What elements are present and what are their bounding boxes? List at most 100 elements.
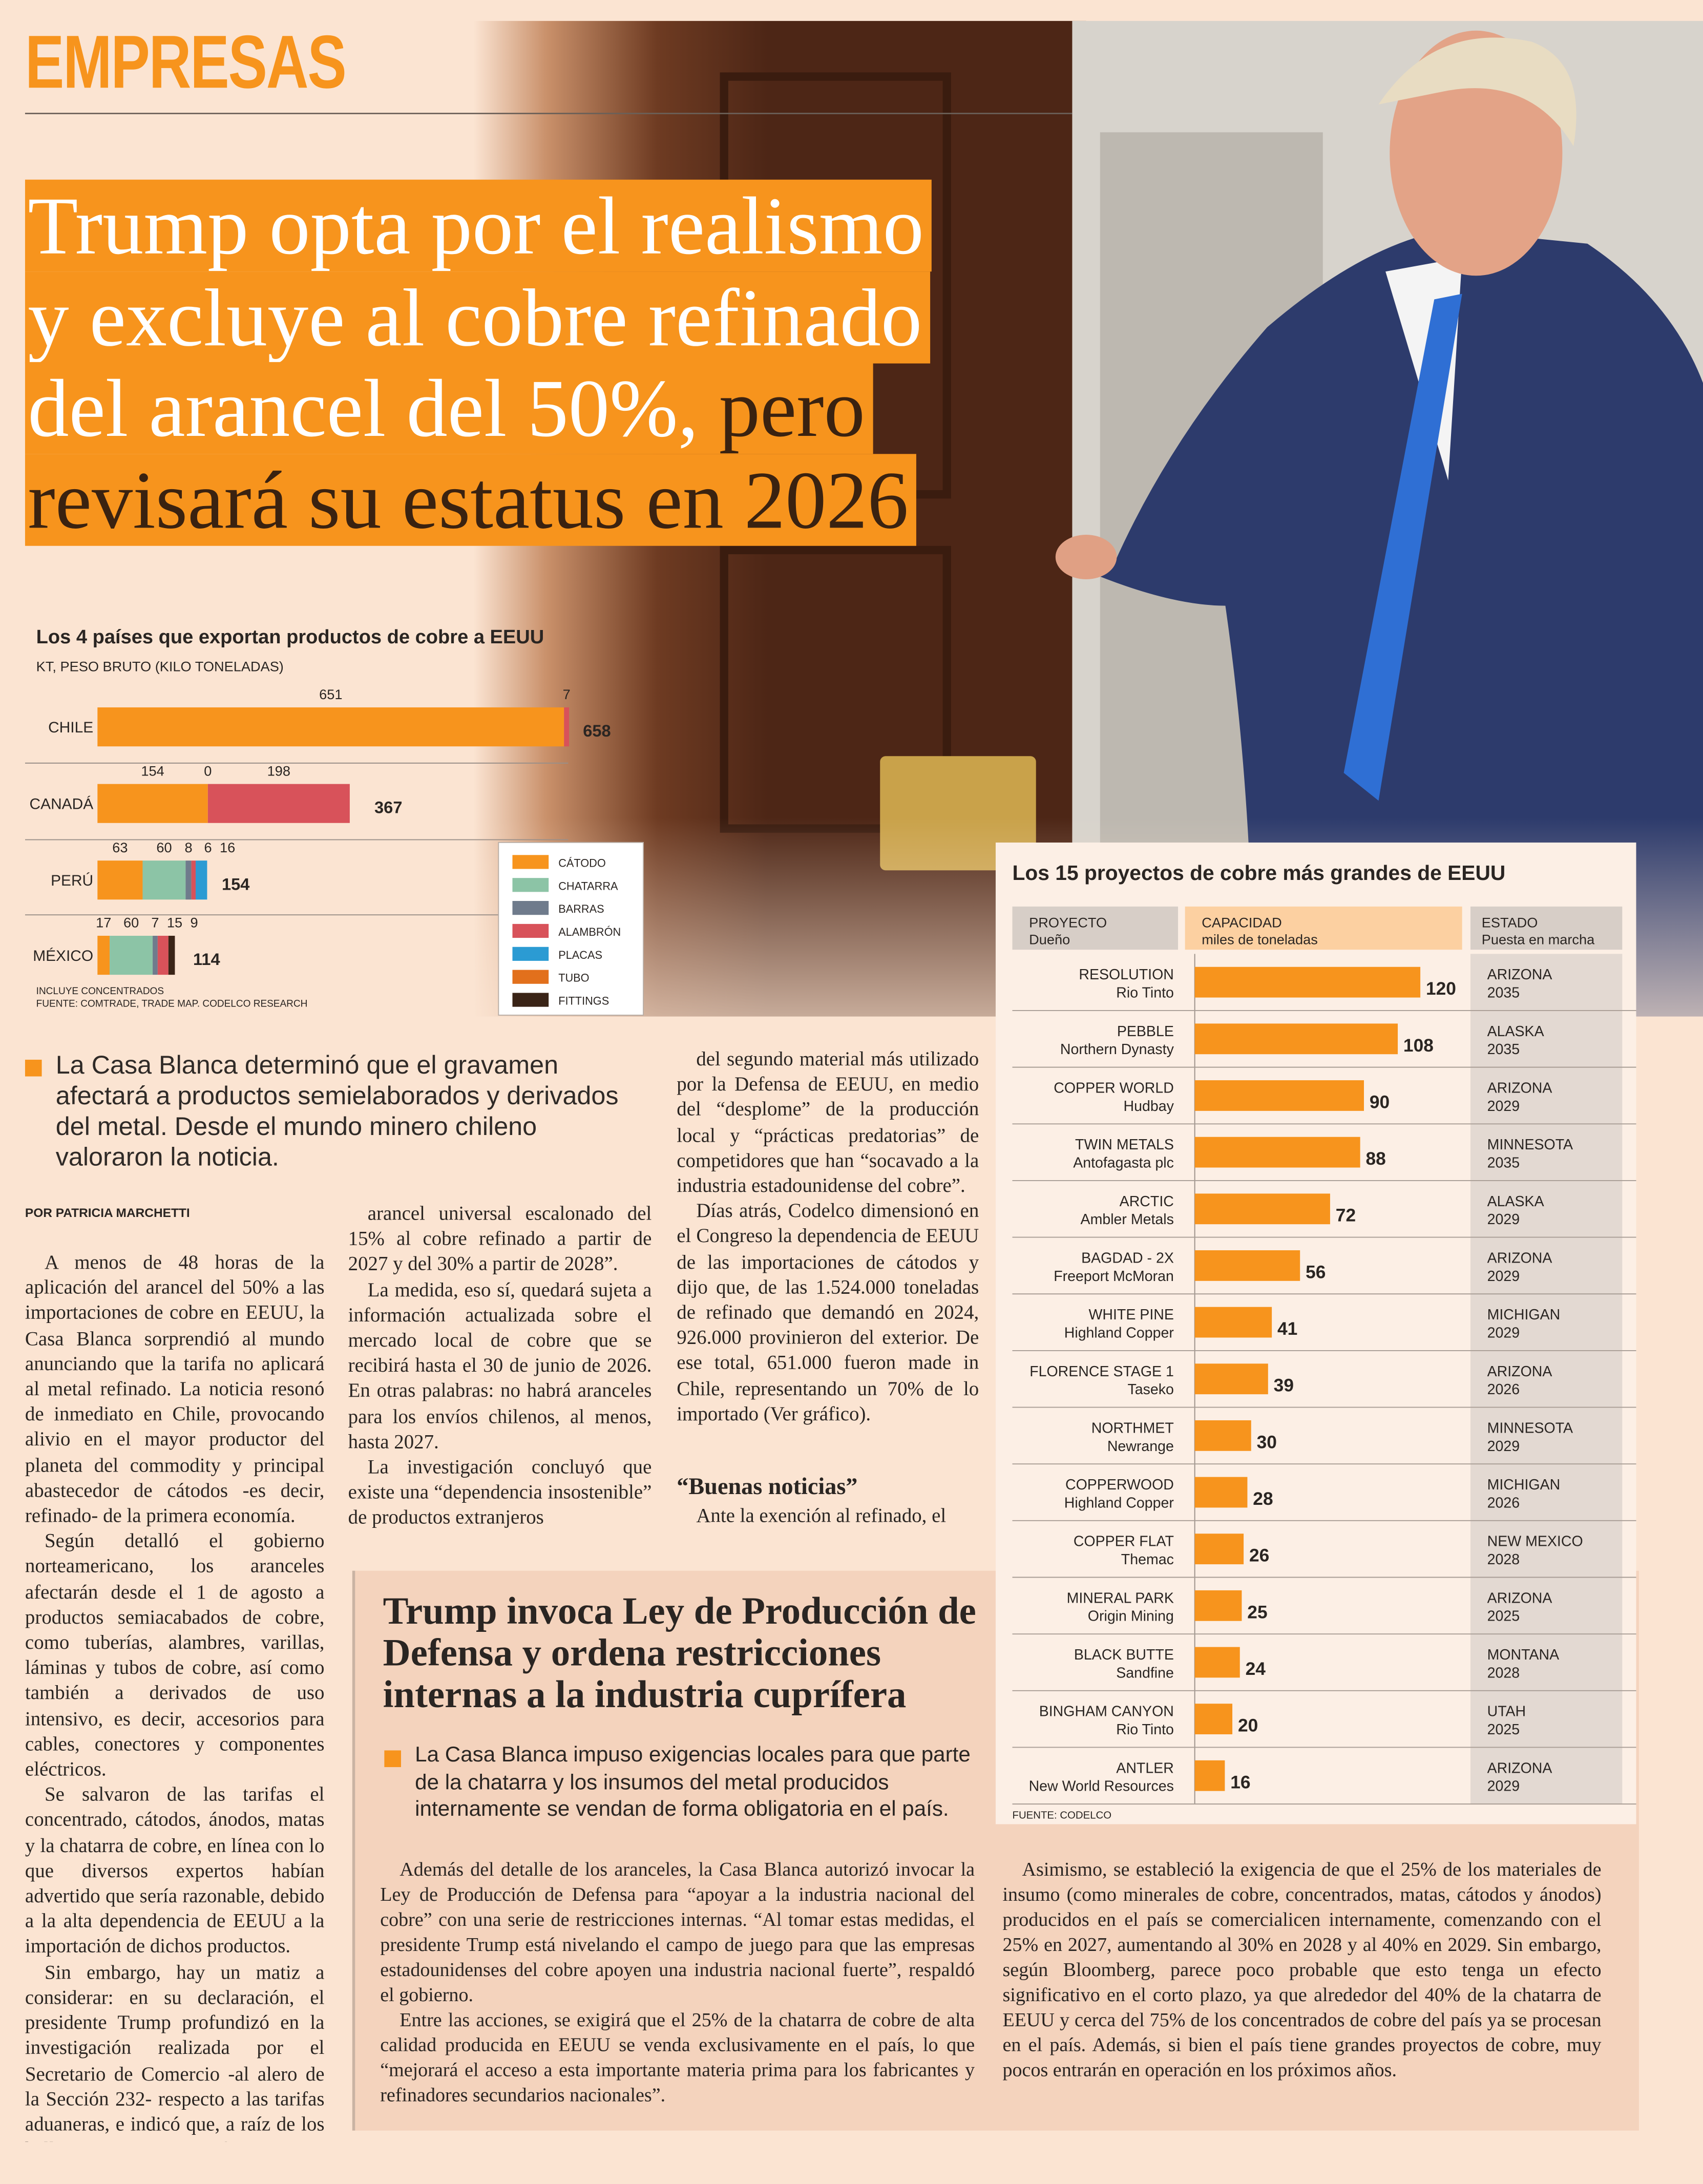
- year-label: 2025: [1487, 1608, 1520, 1625]
- data-label: 120: [1426, 979, 1456, 999]
- project-owner: Highland Copper: [1064, 1325, 1174, 1341]
- bar: [1194, 1137, 1360, 1168]
- bar-segment: [97, 707, 564, 747]
- paragraph: Sin embargo, hay un matiz a considerar: …: [25, 1961, 325, 2142]
- bar-segment: [185, 860, 192, 900]
- header-sublabel: Dueño: [1029, 931, 1070, 947]
- bullet: [25, 1059, 42, 1077]
- data-label: 154: [141, 763, 164, 779]
- bar-segment: [142, 860, 186, 900]
- paragraph: Ante la exención al refinado, el: [696, 1505, 947, 1528]
- chart-subtitle: KT, PESO BRUTO (KILO TONELADAS): [36, 658, 284, 674]
- bar-segment: [157, 935, 169, 975]
- legend-label: CHATARRA: [558, 879, 618, 892]
- project-owner: Rio Tinto: [1116, 1721, 1174, 1738]
- bar: [1194, 1420, 1251, 1451]
- bullet: [384, 1750, 401, 1768]
- project-name: COPPERWOOD: [1065, 1477, 1174, 1493]
- data-label: 198: [267, 763, 290, 779]
- year-label: 2028: [1487, 1551, 1520, 1568]
- bar: [1194, 967, 1421, 998]
- state-label: ARIZONA: [1487, 1590, 1552, 1606]
- data-label: 15: [167, 915, 182, 931]
- bar-segment: [97, 860, 143, 900]
- data-label: 88: [1366, 1149, 1386, 1169]
- state-label: UTAH: [1487, 1704, 1526, 1720]
- year-label: 2025: [1487, 1721, 1520, 1738]
- project-name: COPPER WORLD: [1054, 1080, 1174, 1097]
- year-label: 2029: [1487, 1325, 1520, 1341]
- total-label: 154: [222, 874, 249, 893]
- header-label: CAPACIDAD: [1202, 915, 1282, 931]
- data-label: 72: [1336, 1206, 1356, 1226]
- legend-swatch: [512, 855, 549, 869]
- project-owner: Themac: [1121, 1551, 1174, 1568]
- state-label: ARIZONA: [1487, 967, 1552, 983]
- header-cell: [1470, 906, 1623, 950]
- category-label: MÉXICO: [33, 948, 93, 964]
- state-label: ALASKA: [1487, 1023, 1544, 1040]
- bar-segment: [153, 935, 158, 975]
- header-label: ESTADO: [1482, 915, 1538, 931]
- state-label: MINNESOTA: [1487, 1137, 1573, 1153]
- state-label: ARIZONA: [1487, 1760, 1552, 1776]
- legend-swatch: [512, 993, 549, 1007]
- headline-line: del arancel del 50%,: [28, 362, 699, 454]
- paragraph: A menos de 48 horas de la aplicación del…: [25, 1252, 325, 1528]
- paragraph: Asimismo, se estableció la exigencia de …: [1002, 1860, 1602, 2082]
- data-label: 28: [1253, 1489, 1273, 1509]
- headline-line: pero: [719, 362, 865, 454]
- bar: [1194, 1534, 1244, 1565]
- project-owner: Sandfine: [1116, 1665, 1174, 1681]
- sidebar-deck: La Casa Blanca impuso exigencias locales…: [415, 1743, 971, 1822]
- project-owner: Northern Dynasty: [1060, 1041, 1174, 1058]
- data-label: 16: [1230, 1772, 1250, 1792]
- category-label: PERÚ: [51, 872, 93, 889]
- project-name: PEBBLE: [1117, 1023, 1174, 1040]
- export-chart: Los 4 países que exportan productos de c…: [25, 626, 644, 1016]
- data-label: 24: [1246, 1659, 1266, 1679]
- project-owner: Taseko: [1127, 1381, 1173, 1398]
- data-label: 20: [1238, 1716, 1258, 1736]
- column: arancel universal escalonado del 15% al …: [348, 1202, 652, 1536]
- project-owner: Origin Mining: [1088, 1608, 1174, 1625]
- total-label: 367: [374, 798, 402, 817]
- project-owner: Rio Tinto: [1116, 985, 1174, 1001]
- bar: [1194, 1193, 1330, 1225]
- deck: La Casa Blanca determinó que el gravamen…: [55, 1049, 619, 1171]
- rule: [25, 113, 1073, 114]
- state-label: ARIZONA: [1487, 1363, 1552, 1380]
- year-label: 2029: [1487, 1211, 1520, 1228]
- column: Ante la exención al refinado, el: [677, 1504, 979, 1531]
- legend-swatch: [512, 947, 549, 961]
- data-label: 651: [319, 686, 342, 702]
- project-name: ARCTIC: [1120, 1193, 1174, 1210]
- bar: [1194, 1477, 1248, 1508]
- chart-note: FUENTE: COMTRADE, TRADE MAP. CODELCO RES…: [36, 999, 308, 1010]
- header-label: PROYECTO: [1029, 915, 1107, 931]
- paragraph: Además del detalle de los aranceles, la …: [380, 1860, 975, 2007]
- data-label: 90: [1370, 1092, 1390, 1112]
- bar: [1194, 1704, 1233, 1735]
- bar: [1194, 1363, 1268, 1395]
- project-name: ANTLER: [1116, 1760, 1174, 1776]
- data-label: 8: [184, 839, 192, 855]
- project-name: NORTHMET: [1091, 1420, 1174, 1436]
- bar-segment: [564, 707, 570, 747]
- data-label: 0: [204, 763, 212, 779]
- state-label: MICHIGAN: [1487, 1477, 1561, 1493]
- projects-chart: Los 15 proyectos de cobre más grandes de…: [995, 842, 1636, 1824]
- paragraph: arancel universal escalonado del 15% al …: [348, 1203, 652, 1276]
- bar-segment: [97, 935, 110, 975]
- paragraph: del segundo material más utilizado por l…: [677, 1048, 979, 1198]
- project-name: WHITE PINE: [1088, 1307, 1173, 1323]
- data-label: 16: [220, 839, 235, 855]
- year-label: 2035: [1487, 1041, 1520, 1058]
- data-label: 63: [112, 839, 128, 855]
- bar-segment: [168, 935, 175, 975]
- year-label: 2035: [1487, 1155, 1520, 1171]
- data-label: 6: [204, 839, 212, 855]
- headline-line: Trump opta por el realismo: [25, 179, 933, 272]
- legend-label: PLACAS: [558, 949, 602, 961]
- legend-swatch: [512, 970, 549, 984]
